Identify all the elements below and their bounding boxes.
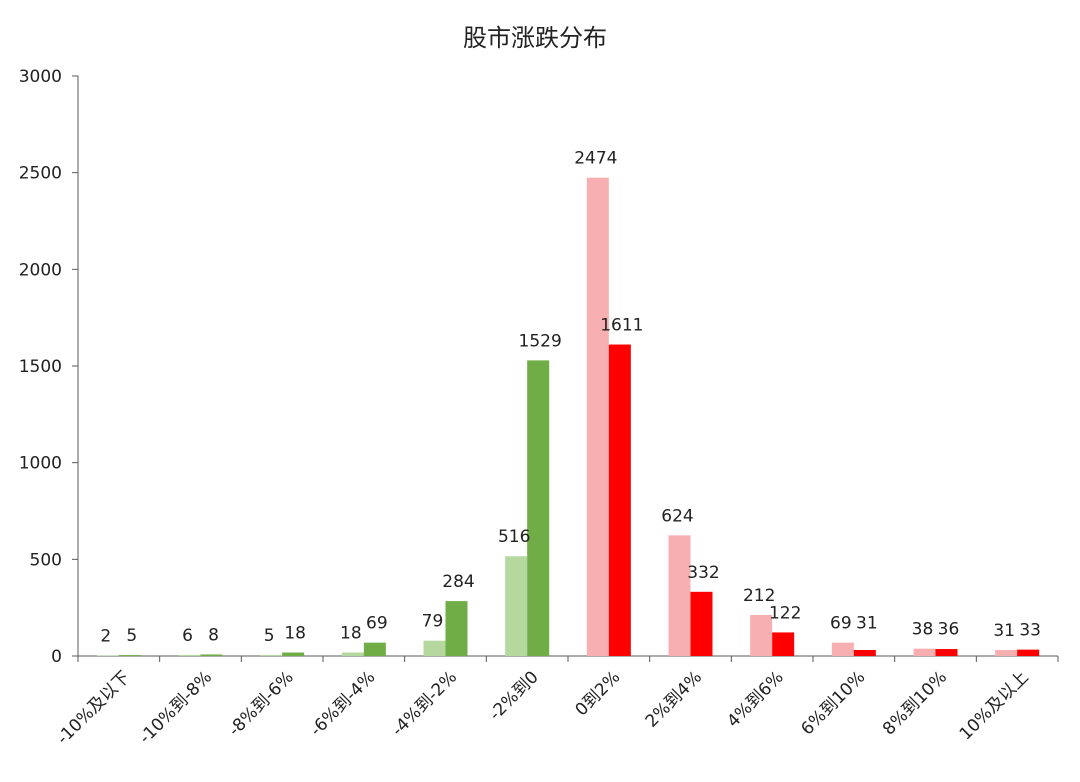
- y-tick-label: 3000: [19, 67, 62, 87]
- bar-series-2: [282, 652, 305, 656]
- bar-series-1: [668, 535, 691, 656]
- bar-series-1: [831, 642, 854, 656]
- data-label-series-2: 1611: [600, 316, 643, 336]
- bar-series-2: [1017, 649, 1040, 656]
- x-tick-label: -2%到0: [485, 667, 542, 724]
- x-tick-label: 8%到10%: [879, 667, 951, 739]
- data-label-series-2: 284: [442, 572, 474, 592]
- x-tick-label: -8%到-6%: [225, 667, 298, 740]
- bar-series-2: [690, 591, 713, 656]
- y-tick-label: 1500: [19, 357, 62, 377]
- data-label-series-1: 18: [340, 624, 362, 644]
- bars-group: [96, 177, 1040, 656]
- bar-series-1: [505, 556, 528, 656]
- x-tick-label: 6%到10%: [797, 667, 869, 739]
- x-tick-label: -10%及以下: [53, 667, 134, 748]
- bar-series-1: [423, 640, 446, 656]
- data-label-series-1: 2474: [574, 149, 617, 169]
- data-label-series-2: 36: [938, 620, 960, 640]
- x-tick-label: -4%到-2%: [388, 667, 461, 740]
- data-label-series-1: 6: [182, 626, 193, 646]
- bar-series-2: [200, 654, 223, 656]
- data-label-series-1: 31: [993, 621, 1015, 641]
- y-tick-label: 2000: [19, 260, 62, 280]
- data-labels-group: 2 5 6 8 5 18 18 69 79284516152924741611624332212…: [100, 149, 1041, 647]
- bar-series-1: [260, 655, 283, 656]
- x-tick-label: 4%到6%: [723, 667, 787, 731]
- bar-series-1: [913, 648, 936, 656]
- x-tick-label: 0到2%: [571, 667, 624, 720]
- bar-series-2: [608, 344, 631, 656]
- data-label-series-1: 5: [264, 626, 275, 646]
- bar-series-2: [772, 632, 795, 656]
- data-label-series-2: 8: [208, 625, 219, 645]
- x-tick-label: -6%到-4%: [306, 667, 379, 740]
- bar-series-1: [750, 615, 773, 656]
- data-label-series-2: 122: [769, 603, 801, 623]
- bar-series-2: [363, 642, 386, 656]
- data-label-series-1: 69: [830, 614, 852, 634]
- bar-series-1: [341, 652, 364, 656]
- data-label-series-2: 1529: [519, 331, 562, 351]
- data-label-series-1: 38: [912, 620, 934, 640]
- y-tick-label: 0: [51, 647, 62, 667]
- bar-series-2: [445, 601, 468, 656]
- data-label-series-2: 5: [126, 626, 137, 646]
- data-label-series-1: 516: [498, 527, 530, 547]
- y-tick-label: 2500: [19, 164, 62, 184]
- data-label-series-2: 18: [284, 624, 306, 644]
- data-label-series-2: 31: [856, 614, 878, 634]
- data-label-series-1: 212: [743, 586, 775, 606]
- data-label-series-1: 624: [661, 506, 693, 526]
- data-label-series-2: 33: [1019, 621, 1041, 641]
- bar-series-1: [178, 654, 201, 656]
- data-label-series-1: 2: [100, 627, 111, 647]
- y-tick-label: 500: [30, 550, 62, 570]
- x-tick-label: 2%到4%: [642, 667, 706, 731]
- y-axis: 0 500 1000 1500 2000 2500 3000: [19, 67, 79, 667]
- bar-series-2: [527, 360, 550, 656]
- bar-series-1: [586, 177, 609, 656]
- data-label-series-2: 332: [687, 563, 719, 583]
- chart-title: 股市涨跌分布: [463, 24, 607, 52]
- y-tick-label: 1000: [19, 454, 62, 474]
- bar-series-2: [118, 655, 141, 656]
- x-tick-label: -10%到-8%: [135, 667, 216, 748]
- data-label-series-1: 79: [422, 612, 444, 632]
- data-label-series-2: 69: [366, 614, 388, 634]
- x-tick-label: 10%及以上: [956, 667, 1033, 744]
- bar-series-2: [853, 650, 876, 656]
- x-axis: -10%及以下 -10%到-8% -8%到-6% -6%到-4% -4%到-2% -2%到…: [53, 655, 1059, 749]
- bar-series-2: [935, 649, 958, 656]
- bar-series-1: [995, 650, 1018, 656]
